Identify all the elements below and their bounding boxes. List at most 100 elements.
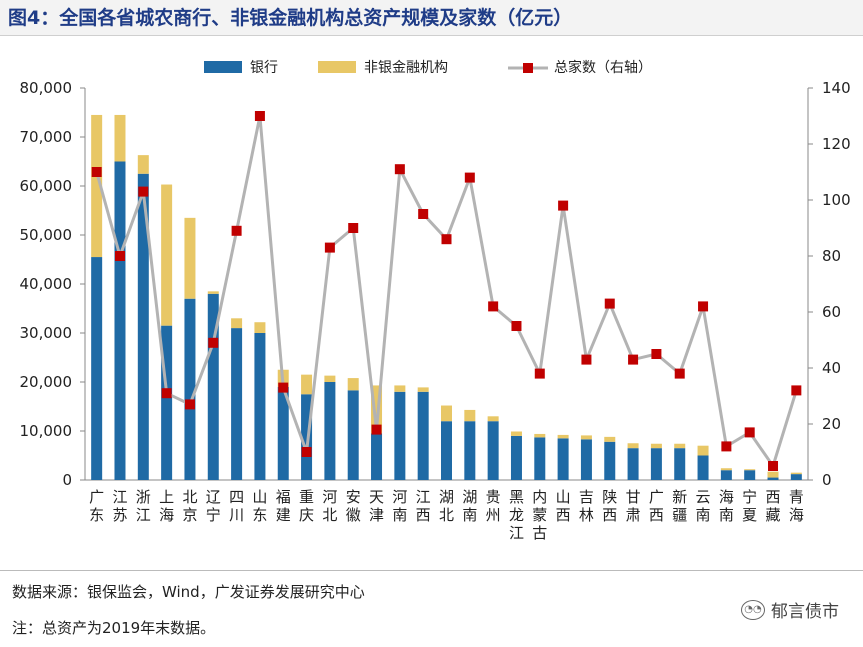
right-tick-label: 100	[822, 191, 851, 209]
left-tick-label: 10,000	[20, 422, 73, 440]
bar-nonbank	[231, 318, 243, 329]
bar-nonbank	[557, 434, 569, 439]
bar-nonbank	[207, 291, 219, 294]
count-marker	[768, 461, 779, 471]
x-tick-label: 四川	[229, 488, 244, 524]
watermark-text: 郁言债市	[771, 602, 839, 622]
bar-bank	[510, 435, 522, 480]
count-marker	[674, 368, 685, 379]
bar-nonbank	[371, 385, 383, 434]
x-tick-label: 上海	[159, 488, 174, 524]
bar-bank	[441, 421, 452, 480]
bar-bank	[487, 421, 499, 480]
bar-nonbank	[91, 114, 103, 258]
count-marker	[488, 301, 499, 312]
x-tick-label: 吉林	[579, 488, 594, 524]
count-marker	[604, 298, 615, 309]
bar-nonbank	[697, 445, 709, 456]
x-tick-label: 山东	[252, 488, 267, 524]
bar-bank	[91, 257, 103, 480]
bar-bank	[114, 161, 126, 480]
bar-nonbank	[394, 385, 406, 392]
count-marker	[278, 382, 289, 393]
count-marker	[651, 349, 662, 359]
x-tick-label: 湖北	[439, 488, 454, 524]
legend-label-bank: 银行	[250, 60, 278, 76]
x-tick-label: 黑龙江	[509, 488, 524, 542]
bar-nonbank	[650, 443, 662, 449]
chart-title: 图4：全国各省城农商行、非银金融机构总资产规模及家数（亿元）	[0, 0, 863, 36]
bar-nonbank	[674, 443, 686, 449]
footer: 数据来源：银保监会，Wind，广发证券发展研究中心 注：总资产为2019年末数据…	[0, 570, 863, 647]
left-tick-label: 0	[62, 471, 72, 489]
x-tick-label: 北京	[182, 488, 197, 524]
bar-nonbank	[744, 469, 756, 471]
count-marker	[791, 385, 802, 396]
count-marker	[721, 441, 732, 452]
line-series	[91, 111, 802, 471]
bar-bank	[627, 448, 639, 480]
x-tick-label: 陕西	[602, 488, 617, 524]
legend: 银行 非银金融机构 总家数（右轴）	[204, 59, 652, 76]
count-marker	[394, 164, 405, 175]
count-marker	[581, 354, 592, 365]
count-marker	[231, 225, 242, 236]
x-tick-label: 重庆	[299, 488, 314, 524]
left-tick-label: 30,000	[20, 324, 73, 342]
bar-bank	[720, 470, 732, 480]
bar-bank	[161, 325, 173, 480]
bar-nonbank	[767, 471, 779, 478]
watermark: ◔◔ 郁言债市	[741, 597, 839, 622]
bar-bank	[650, 448, 662, 480]
x-tick-label: 甘肃	[626, 488, 641, 524]
bar-bank	[277, 386, 289, 480]
x-tick-label: 广东	[89, 488, 104, 524]
count-marker	[301, 447, 312, 457]
x-tick-label: 江苏	[112, 488, 127, 524]
bar-bank	[231, 328, 243, 480]
legend-label-nonbank: 非银金融机构	[364, 60, 448, 76]
legend-marker-count	[523, 63, 533, 73]
count-marker	[138, 186, 149, 197]
source-text: 数据来源：银保监会，Wind，广发证券发展研究中心	[12, 583, 365, 601]
bar-nonbank	[324, 375, 336, 382]
bar-nonbank	[720, 468, 732, 471]
bar-nonbank	[347, 378, 359, 391]
x-tick-label: 湖南	[462, 488, 477, 524]
x-tick-label: 安徽	[346, 488, 361, 524]
left-tick-label: 80,000	[20, 79, 73, 97]
legend-swatch-nonbank	[318, 61, 356, 73]
bar-nonbank	[464, 409, 476, 422]
x-tick-label: 福建	[276, 488, 291, 524]
x-tick-label: 西藏	[766, 488, 781, 524]
x-tick-label: 山西	[556, 488, 571, 524]
x-tick-label: 浙江	[136, 488, 151, 524]
count-marker	[511, 321, 522, 331]
note-text: 注：总资产为2019年末数据。	[12, 619, 216, 637]
left-tick-label: 70,000	[20, 128, 73, 146]
bar-nonbank	[441, 405, 452, 422]
bar-nonbank	[534, 433, 546, 438]
bar-bank	[394, 391, 406, 480]
bar-bank	[767, 477, 779, 480]
x-tick-label: 内蒙古	[532, 488, 547, 542]
x-tick-label: 辽宁	[206, 488, 221, 524]
bar-bank	[674, 448, 686, 480]
bar-nonbank	[137, 155, 149, 174]
bar-bank	[417, 391, 429, 480]
x-tick-label: 海南	[719, 488, 734, 524]
bar-bank	[744, 470, 756, 480]
right-tick-label: 80	[822, 247, 841, 265]
right-tick-label: 140	[822, 79, 851, 97]
x-tick-label: 河北	[322, 488, 337, 524]
count-marker	[534, 368, 545, 379]
count-marker	[418, 209, 429, 219]
bar-nonbank	[254, 322, 266, 333]
bar-bank	[207, 293, 219, 480]
wechat-icon: ◔◔	[741, 599, 765, 620]
bars	[91, 114, 802, 480]
x-tick-label: 天津	[369, 488, 384, 524]
bar-nonbank	[487, 416, 499, 422]
count-marker	[114, 251, 125, 261]
bar-nonbank	[114, 114, 126, 162]
